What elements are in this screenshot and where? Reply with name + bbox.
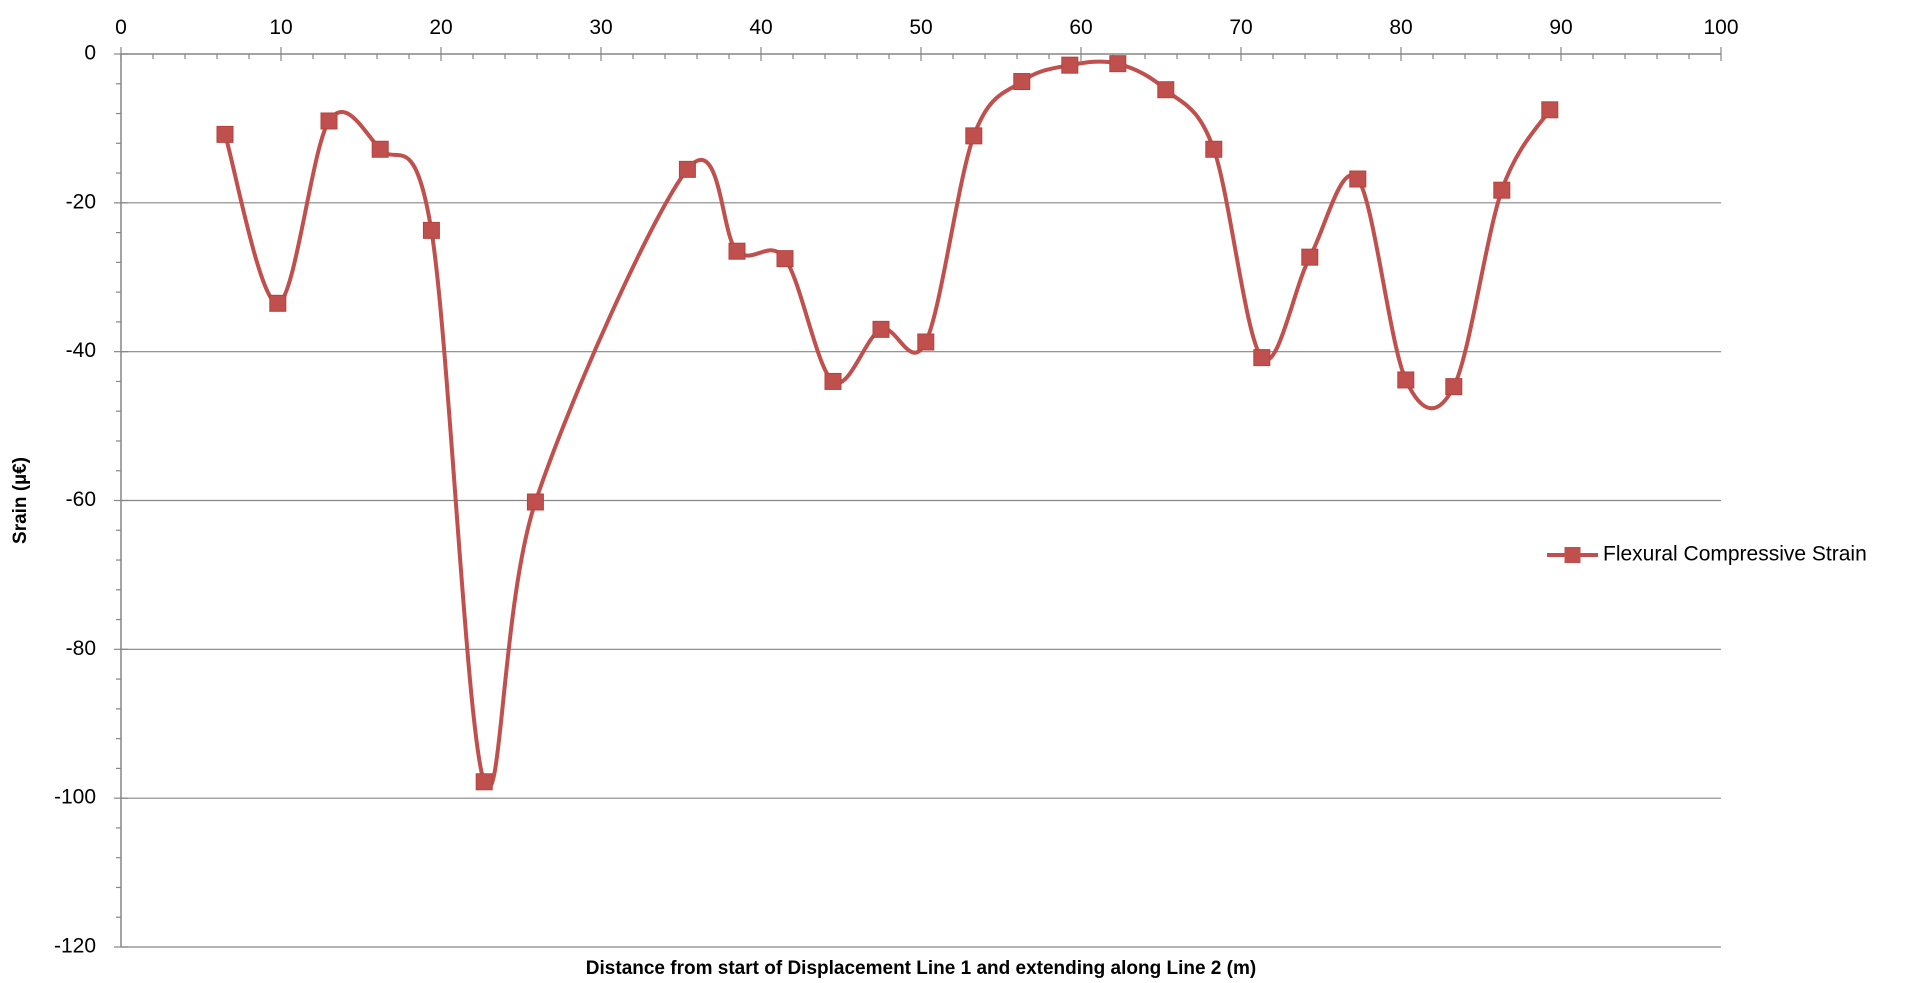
data-point-marker	[371, 140, 389, 158]
x-tick-label: 0	[115, 16, 127, 39]
data-point-marker	[917, 333, 935, 351]
series-line	[223, 59, 1552, 790]
data-point-marker	[1061, 56, 1079, 74]
data-point-marker	[824, 372, 842, 390]
x-tick-label: 70	[1229, 16, 1252, 39]
data-point-marker	[269, 294, 287, 312]
data-point-marker	[1013, 73, 1031, 91]
x-tick-label: 40	[749, 16, 772, 39]
series-group	[216, 55, 1559, 791]
x-tick-label: 60	[1069, 16, 1092, 39]
x-tick-label: 50	[909, 16, 932, 39]
y-axis-title: Srain (µ€)	[10, 457, 31, 544]
legend-label: Flexural Compressive Strain	[1603, 543, 1867, 566]
data-point-marker	[1157, 81, 1175, 99]
y-tick-label: -80	[66, 637, 96, 660]
legend-swatch-marker	[1564, 547, 1581, 563]
x-tick-label: 80	[1389, 16, 1412, 39]
x-tick-label: 20	[429, 16, 452, 39]
data-point-marker	[678, 160, 696, 178]
tick-marks	[114, 47, 1722, 948]
tick-labels: 0 10 20 30 40 50 60 70 80 90 100 0 -20 -40 -60 -80 -100 -…	[54, 16, 1739, 958]
data-point-marker	[216, 125, 234, 143]
data-point-marker	[1349, 170, 1367, 188]
data-point-marker	[320, 112, 338, 130]
data-point-marker	[1253, 349, 1271, 367]
data-point-marker	[1397, 371, 1415, 389]
data-point-marker	[1109, 55, 1127, 73]
data-point-marker	[872, 320, 890, 338]
data-point-marker	[728, 242, 746, 260]
data-point-marker	[1445, 378, 1463, 396]
x-tick-label: 100	[1703, 16, 1738, 39]
data-point-marker	[1541, 101, 1559, 119]
data-point-marker	[1493, 181, 1511, 199]
y-tick-label: 0	[84, 42, 96, 65]
x-axis-title: Distance from start of Displacement Line…	[586, 958, 1256, 979]
legend: Flexural Compressive Strain	[1547, 543, 1867, 566]
y-tick-label: -100	[54, 786, 96, 809]
data-point-marker	[526, 493, 544, 511]
data-point-marker	[1301, 248, 1319, 266]
y-tick-label: -20	[66, 190, 96, 213]
data-point-marker	[422, 221, 440, 239]
y-tick-label: -40	[66, 339, 96, 362]
data-point-marker	[1205, 140, 1223, 158]
data-point-marker	[475, 773, 493, 791]
y-tick-label: -60	[66, 488, 96, 511]
gridlines	[121, 202, 1721, 948]
x-tick-label: 90	[1549, 16, 1572, 39]
data-point-marker	[965, 127, 983, 145]
x-tick-label: 30	[589, 16, 612, 39]
x-tick-label: 10	[269, 16, 292, 39]
data-point-marker	[776, 250, 794, 268]
y-tick-label: -120	[54, 935, 96, 958]
